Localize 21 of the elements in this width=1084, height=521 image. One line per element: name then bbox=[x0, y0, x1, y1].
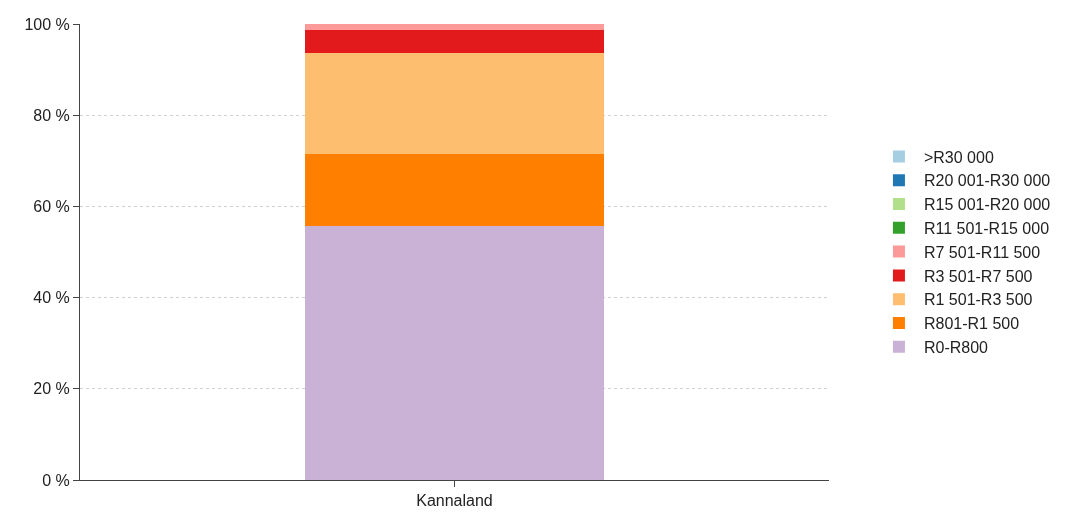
legend-label: R1 501-R3 500 bbox=[923, 291, 1033, 309]
legend-label: R801-R1 500 bbox=[923, 315, 1020, 333]
legend-label: R3 501-R7 500 bbox=[923, 267, 1033, 285]
bar bbox=[304, 24, 605, 30]
legend-label: R15 001-R20 000 bbox=[923, 196, 1051, 214]
legend-label: >R30 000 bbox=[923, 148, 994, 166]
bar bbox=[304, 52, 605, 154]
y-tick-label: 0 % bbox=[42, 471, 70, 489]
bar bbox=[304, 226, 605, 480]
y-tick-label: 40 % bbox=[33, 289, 70, 307]
legend-label: R11 501-R15 000 bbox=[923, 220, 1050, 238]
bar bbox=[304, 153, 605, 227]
y-tick-label: 20 % bbox=[33, 380, 70, 398]
y-tick-label: 100 % bbox=[24, 15, 70, 33]
y-tick-label: 60 % bbox=[33, 198, 70, 215]
legend-label: R0-R800 bbox=[923, 339, 989, 357]
legend-label: R20 001-R30 000 bbox=[923, 172, 1051, 190]
legend-label: R7 501-R11 500 bbox=[923, 243, 1041, 261]
x-tick-label: Kannaland bbox=[416, 492, 493, 510]
y-tick-label: 80 % bbox=[33, 106, 70, 124]
bar bbox=[304, 29, 605, 53]
